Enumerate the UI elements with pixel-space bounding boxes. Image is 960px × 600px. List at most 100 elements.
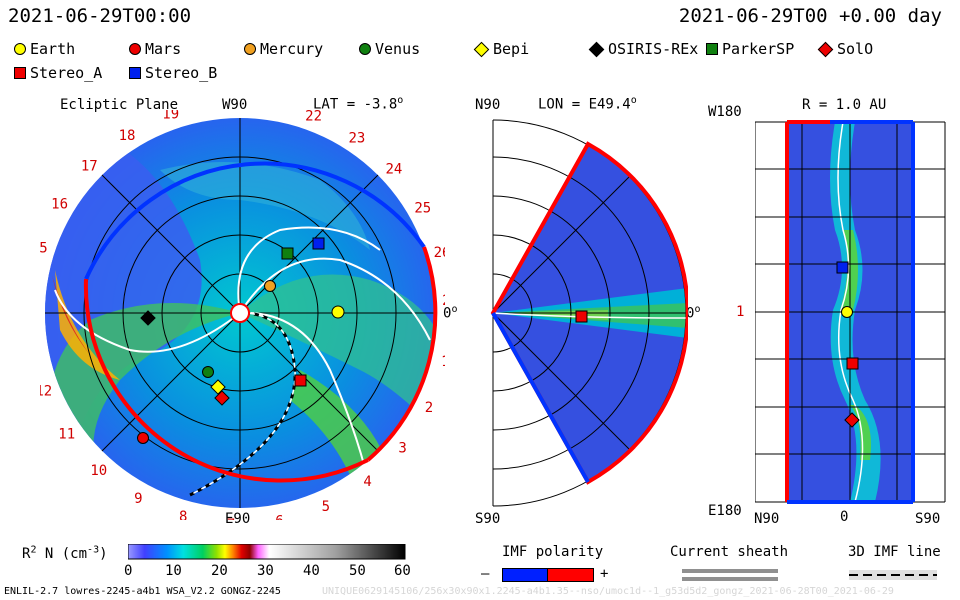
colorbar-tick: 40: [303, 563, 320, 579]
legend-label: Mars: [145, 40, 182, 58]
density-colorbar: [128, 544, 406, 560]
degree-sign: o: [694, 304, 701, 315]
zero-angle-label: 0: [443, 305, 452, 322]
imf-polarity-plus: +: [600, 566, 609, 582]
degree-sign: o: [397, 95, 404, 106]
header-datetime: 2021-06-29T00:00: [8, 5, 192, 27]
stereo-b-marker: [836, 261, 849, 274]
run-identifier: UNIQUE0629145106/256x30x90x1.2245-a4b1.3…: [322, 586, 894, 597]
meridional-top-label: N90: [475, 97, 501, 113]
radial-tick-0: 0: [840, 509, 849, 525]
legend-mars: Mars: [129, 40, 181, 58]
ecliptic-bottom-label: E90: [225, 511, 251, 527]
longitude-value: LON = E49.4: [538, 96, 631, 113]
colorbar-tick: 30: [257, 563, 274, 579]
ecliptic-latitude: LAT = -3.8o: [313, 95, 403, 113]
current-sheath-line-2: [682, 577, 778, 581]
day-label: 17: [81, 158, 98, 174]
day-label: 19: [162, 110, 179, 123]
stereo-a-marker: [294, 374, 307, 387]
ecliptic-top-label: W90: [222, 97, 248, 113]
day-label: 20: [210, 110, 227, 112]
legend-osiris-rex: OSIRIS-REx: [588, 40, 698, 58]
legend-label: Mercury: [260, 40, 324, 58]
zero-angle-label: 0: [686, 305, 695, 322]
boundary-negative-arc: [84, 161, 426, 280]
legend-earth: Earth: [14, 40, 75, 58]
header-elapsed: 2021-06-29T00 +0.00 day: [678, 5, 942, 27]
legend-solo: SolO: [817, 40, 874, 58]
earth-marker-icon: [14, 43, 26, 55]
day-label: 26: [434, 245, 445, 261]
radial-top-left-label: W180: [708, 104, 742, 120]
ecliptic-right-label: 0o: [443, 304, 457, 322]
colorbar-tick: 0: [124, 563, 133, 579]
day-label: 27: [442, 293, 445, 309]
radial-bottom-left-label: E180: [708, 503, 742, 519]
legend-label: SolO: [837, 40, 874, 58]
meridional-boundary-negative: [491, 312, 590, 483]
imf-negative-swatch: [502, 568, 549, 582]
venus-marker-icon: [359, 43, 371, 55]
ecliptic-title: Ecliptic Plane: [60, 97, 179, 113]
solo-marker-icon: [817, 41, 834, 57]
current-sheath-title: Current sheath: [670, 544, 789, 560]
legend-mercury: Mercury: [244, 40, 323, 58]
solo-marker: [214, 390, 230, 406]
day-label: 1: [441, 354, 445, 370]
day-label: 16: [51, 197, 68, 213]
day-label: 5: [322, 499, 330, 515]
day-label: 24: [385, 162, 402, 178]
colorbar-tick: 10: [165, 563, 182, 579]
bepi-marker-icon: [473, 41, 490, 57]
parkersp-marker-icon: [706, 43, 718, 55]
degree-sign: o: [630, 95, 637, 106]
day-label: 15: [40, 241, 48, 257]
stereo-a-marker-icon: [14, 67, 26, 79]
degree-sign: o: [451, 304, 458, 315]
legend-stereo-a: Stereo_A: [14, 64, 102, 82]
day-label: 12: [40, 384, 52, 400]
day-label: 18: [119, 128, 136, 144]
bepi-marker: [210, 379, 226, 395]
stereo-a-marker: [846, 357, 859, 370]
stereo-b-marker-icon: [129, 67, 141, 79]
boundary-positive-arc-left: [83, 278, 369, 483]
meridional-plane-plot: [490, 119, 688, 507]
mercury-marker: [264, 280, 276, 292]
day-label: 6: [275, 513, 283, 520]
earth-marker: [331, 305, 345, 319]
boundary-positive-arc-right: [366, 246, 438, 462]
colorbar-tick: 20: [211, 563, 228, 579]
legend-stereo-b: Stereo_B: [129, 64, 217, 82]
radial-distance-plot: [755, 120, 946, 504]
day-label: 3: [398, 441, 406, 457]
osiris-rex-marker-icon: [588, 41, 605, 57]
meridional-bottom-label: S90: [475, 511, 501, 527]
sun-marker-icon: [230, 303, 250, 323]
radial-tick-n90: N90: [754, 511, 780, 527]
legend-label: Bepi: [493, 40, 530, 58]
current-sheath-line-1: [682, 569, 778, 573]
meridional-right-label: 0o: [686, 304, 700, 322]
legend-venus: Venus: [359, 40, 420, 58]
mars-marker-icon: [129, 43, 141, 55]
colorbar-tick: 60: [394, 563, 411, 579]
mars-marker: [137, 432, 149, 444]
day-label: 25: [414, 201, 431, 217]
day-label: 23: [348, 130, 365, 146]
radial-imf-line: [837, 121, 864, 503]
osiris-rex-marker: [140, 310, 156, 326]
day-label: 9: [134, 491, 142, 507]
legend-parkersp: ParkerSP: [706, 40, 794, 58]
colorbar-tick: 50: [349, 563, 366, 579]
venus-marker: [202, 366, 214, 378]
day-label: 8: [179, 509, 187, 520]
imf-polarity-minus: –: [481, 566, 490, 582]
imf-polarity-title: IMF polarity: [502, 544, 604, 560]
day-label: 10: [90, 463, 107, 479]
legend-label: Stereo_A: [30, 64, 103, 82]
day-label: 21: [258, 110, 275, 113]
parkersp-marker: [281, 247, 294, 260]
radial-mid-left-label: 1: [736, 304, 745, 320]
